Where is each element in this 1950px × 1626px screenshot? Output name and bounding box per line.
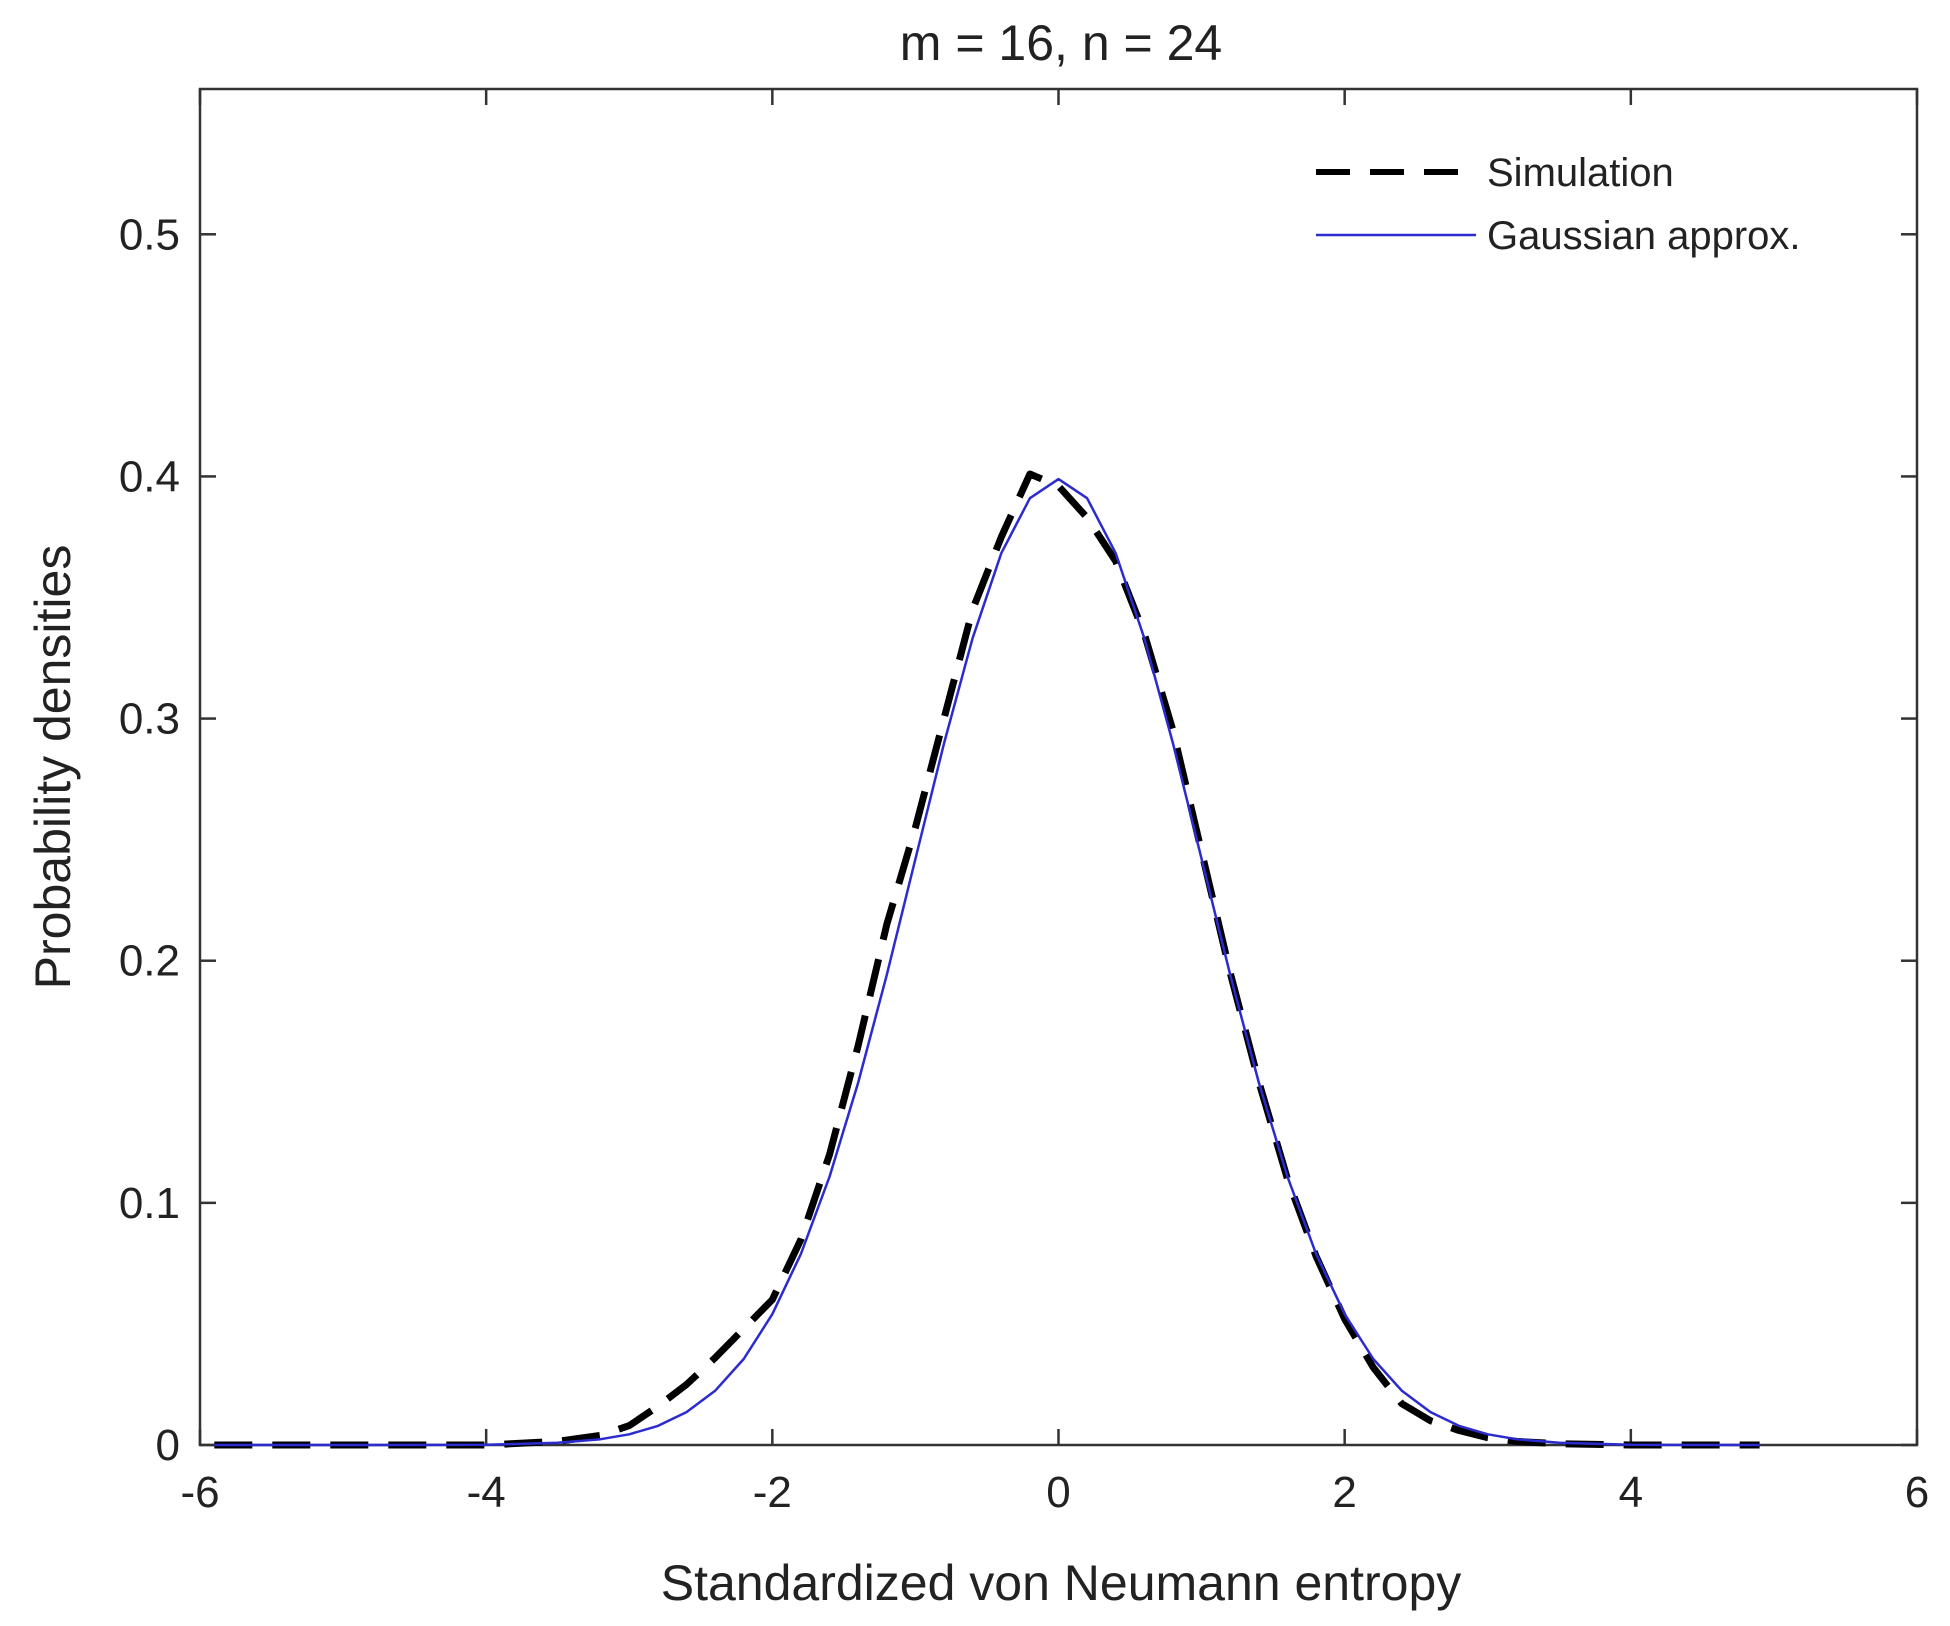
series-line-gaussian [214, 477, 1760, 1447]
chart-title: m = 16, n = 24 [900, 15, 1222, 71]
x-tick-label: 6 [1905, 1468, 1929, 1517]
legend-label-gaussian: Gaussian approx. [1487, 214, 1801, 258]
series-line-simulation [214, 470, 1760, 1449]
axes-box [198, 87, 1919, 1447]
x-tick-label: -6 [180, 1468, 219, 1517]
y-tick-label: 0.2 [119, 937, 180, 986]
y-axis-label: Probability densities [25, 545, 81, 990]
x-tick-label: 0 [1046, 1468, 1070, 1517]
x-tick-label: 4 [1619, 1468, 1643, 1517]
x-tick-label: -2 [753, 1468, 792, 1517]
y-tick-label: 0.3 [119, 695, 180, 744]
y-tick-label: 0.1 [119, 1179, 180, 1228]
legend-label-simulation: Simulation [1487, 151, 1674, 195]
axis-ticks [198, 89, 1919, 1447]
y-tick-label: 0 [156, 1421, 180, 1470]
x-tick-label: 2 [1332, 1468, 1356, 1517]
x-tick-label: -4 [467, 1468, 506, 1517]
plot-area [198, 87, 1919, 1449]
y-tick-label: 0.4 [119, 452, 180, 501]
y-tick-labels: 0 0.1 0.2 0.3 0.4 0.5 [119, 210, 180, 1470]
x-axis-label: Standardized von Neumann entropy [661, 1555, 1462, 1611]
y-tick-label: 0.5 [119, 210, 180, 259]
legend: Simulation Gaussian approx. [1316, 151, 1801, 258]
x-tick-labels: -6 -4 -2 0 2 4 6 [180, 1468, 1929, 1517]
series-layer [214, 470, 1760, 1449]
